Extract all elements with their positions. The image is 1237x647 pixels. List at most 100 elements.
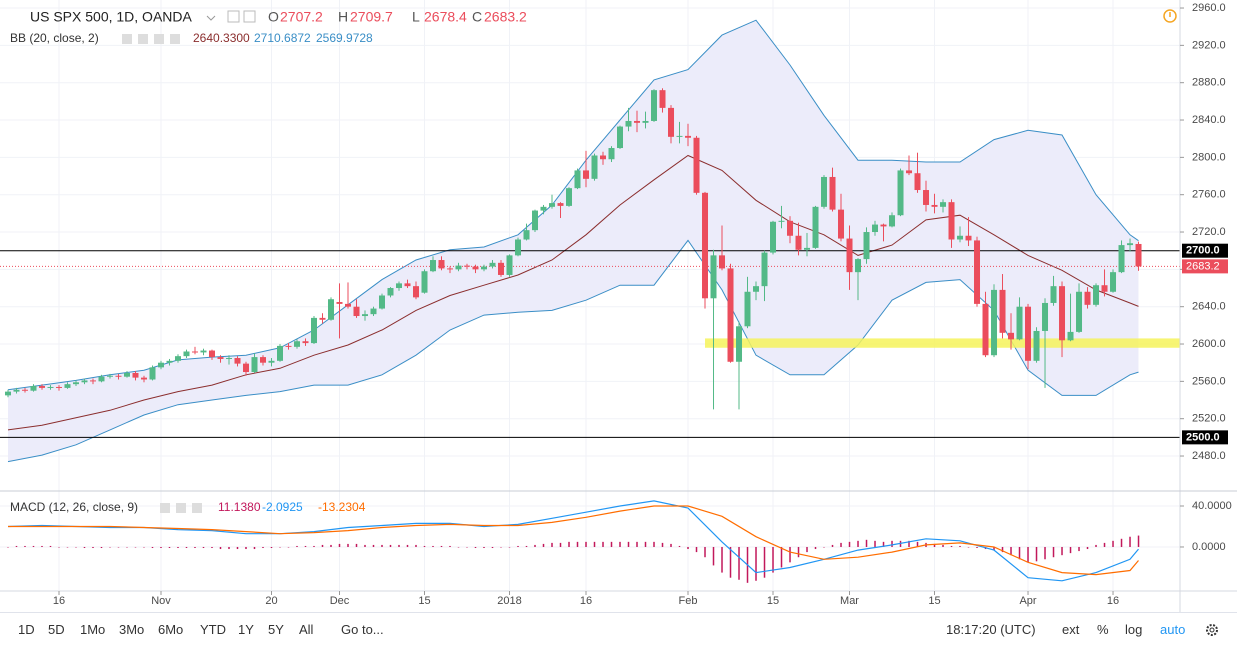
macd-histogram-bar [432, 545, 434, 547]
macd-histogram-bar [313, 545, 315, 547]
macd-histogram-bar [100, 546, 103, 549]
macd-histogram-bar [49, 545, 52, 547]
macd-histogram-bar [916, 541, 919, 547]
ohlc-key: C [472, 9, 482, 25]
macd-histogram-bar [678, 545, 681, 547]
icon-button[interactable] [122, 34, 132, 44]
macd-histogram-bar [245, 546, 247, 550]
macd-histogram-bar [840, 542, 842, 547]
macd-histogram-bar [568, 541, 570, 547]
x-tick-label: Mar [840, 595, 859, 607]
macd-histogram-bar [789, 546, 791, 563]
bottom-toolbar: 1D 5D 1Mo 3Mo 6Mo YTD 1Y 5Y All Go to...… [0, 612, 1237, 647]
icon-button[interactable] [170, 34, 180, 44]
range-button[interactable]: 1Y [238, 622, 254, 637]
candle-body [515, 239, 522, 256]
candle-body [940, 202, 947, 207]
candle-body [387, 288, 394, 296]
macd-histogram-bar [967, 546, 970, 548]
macd-histogram-bar [908, 540, 910, 547]
macd-histogram-bar [449, 545, 451, 547]
icon-button[interactable] [243, 10, 256, 23]
y-tick-label: 2920.0 [1192, 39, 1226, 51]
band-fill [7, 20, 1139, 462]
range-button[interactable]: All [299, 622, 314, 637]
macd-histogram-bar [24, 545, 26, 547]
icon-button[interactable] [192, 503, 202, 513]
candle-body [1016, 306, 1023, 340]
candle-body [259, 357, 266, 363]
option-button[interactable]: auto [1160, 622, 1186, 637]
macd-histogram-bar [1086, 546, 1089, 550]
macd-histogram-bar [185, 546, 188, 549]
macd-histogram-bar [41, 545, 43, 547]
candle-body [361, 314, 368, 317]
x-tick-label: 15 [418, 595, 430, 607]
macd-histogram-bar [381, 544, 383, 547]
candle-body [21, 389, 28, 391]
x-tick-label: Apr [1019, 595, 1036, 607]
icon-button[interactable] [154, 34, 164, 44]
macd-histogram-bar [253, 546, 256, 550]
dropdown-icon[interactable] [206, 15, 216, 21]
macd-histogram-bar [58, 546, 60, 548]
candle-body [846, 238, 853, 273]
candle-body [991, 289, 998, 356]
macd-histogram-bar [865, 539, 868, 547]
y-tick-label: 2480.0 [1192, 450, 1226, 462]
candle-body [225, 358, 232, 360]
candle-body [761, 252, 768, 287]
macd-histogram-bar [891, 540, 893, 547]
macd-histogram-bar [15, 545, 18, 547]
range-button[interactable]: 1D [18, 622, 35, 637]
settings-icon[interactable] [1204, 622, 1220, 638]
candle-body [38, 386, 45, 388]
range-button[interactable]: 3Mo [119, 622, 145, 637]
macd-histogram-bar [508, 546, 511, 548]
candle-body [617, 126, 624, 149]
macd-histogram-bar [1078, 546, 1080, 552]
option-button[interactable]: log [1125, 622, 1143, 637]
range-button[interactable]: 6Mo [158, 622, 184, 637]
macd-histogram-bar [194, 546, 196, 549]
macd-histogram-bar [296, 545, 298, 547]
macd-histogram-bar [933, 543, 936, 547]
macd-histogram-bar [814, 546, 817, 550]
macd-histogram-bar [882, 541, 885, 547]
candle-body [413, 286, 420, 298]
candle-body [736, 326, 743, 362]
candle-body [47, 386, 54, 388]
goto-button[interactable]: Go to... [341, 622, 384, 637]
macd-histogram-bar [738, 546, 740, 580]
range-button[interactable]: 5Y [268, 622, 284, 637]
candle-body [889, 215, 896, 227]
alert-icon[interactable] [1163, 9, 1177, 23]
macd-histogram-bar [687, 546, 689, 550]
y-tick-label: 2880.0 [1192, 77, 1226, 89]
option-button[interactable]: % [1097, 622, 1109, 637]
range-button[interactable]: 1Mo [80, 622, 106, 637]
macd-histogram-bar [398, 544, 400, 547]
option-button[interactable]: ext [1062, 622, 1080, 637]
macd-histogram-bar [500, 546, 502, 548]
icon-button[interactable] [160, 503, 170, 513]
ohlc-key: L [412, 9, 420, 25]
candle-body [378, 295, 385, 309]
candle-body [166, 360, 173, 363]
icon-button[interactable] [176, 503, 186, 513]
candle-body [693, 137, 700, 193]
macd-histogram-bar [806, 546, 808, 553]
macd-histogram-bar [219, 546, 222, 550]
candle-body [89, 380, 96, 382]
range-button[interactable]: YTD [200, 622, 226, 637]
y-tick-label: 2720.0 [1192, 226, 1226, 238]
candle-body [923, 190, 930, 205]
macd-histogram-bar [619, 541, 621, 547]
candle-body [464, 265, 471, 267]
icon-button[interactable] [138, 34, 148, 44]
y-tick-label: 2600.0 [1192, 338, 1226, 350]
icon-button[interactable] [227, 10, 240, 23]
range-button[interactable]: 5D [48, 622, 65, 637]
macd-histogram-bar [721, 546, 723, 573]
candle-body [974, 240, 981, 304]
